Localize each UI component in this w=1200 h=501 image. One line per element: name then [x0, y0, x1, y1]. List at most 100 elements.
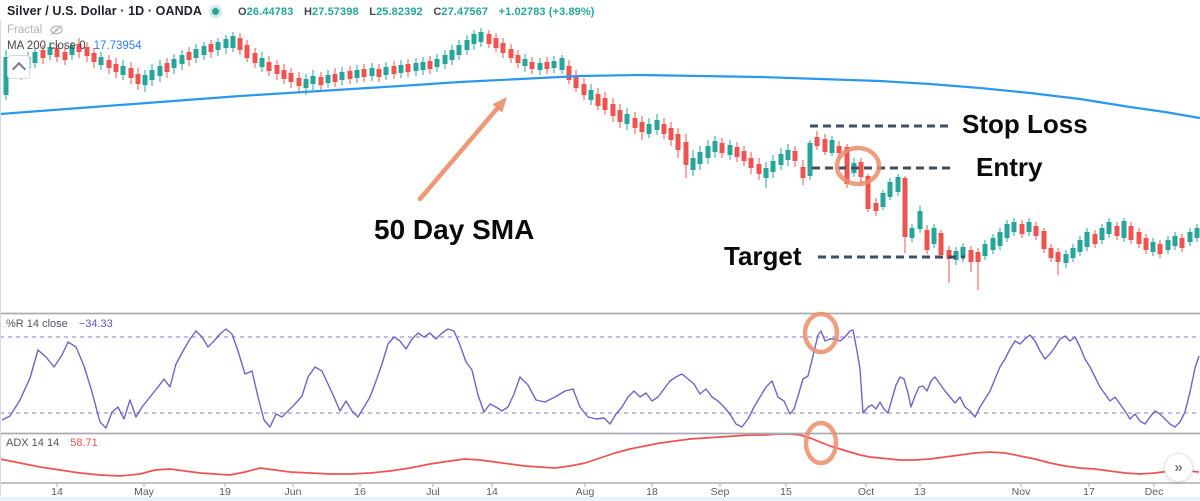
- candle-body[interactable]: [69, 46, 75, 55]
- candle-body[interactable]: [1070, 248, 1076, 258]
- candle-body[interactable]: [975, 252, 981, 262]
- candle-body[interactable]: [902, 178, 908, 237]
- candle-body[interactable]: [617, 110, 623, 122]
- candle-body[interactable]: [814, 137, 820, 146]
- candle-body[interactable]: [128, 68, 134, 78]
- candle-body[interactable]: [149, 70, 155, 80]
- candle-body[interactable]: [573, 76, 579, 88]
- candle-body[interactable]: [142, 75, 148, 85]
- candle-body[interactable]: [303, 79, 309, 88]
- candle-body[interactable]: [1055, 252, 1061, 262]
- candle-body[interactable]: [464, 40, 470, 50]
- candle-body[interactable]: [675, 134, 681, 150]
- candle-body[interactable]: [668, 128, 674, 140]
- candle-body[interactable]: [632, 118, 638, 128]
- candle-body[interactable]: [690, 158, 696, 170]
- candle-body[interactable]: [398, 65, 404, 73]
- candle-body[interactable]: [434, 59, 440, 67]
- candle-body[interactable]: [508, 49, 514, 58]
- candle-body[interactable]: [391, 66, 397, 74]
- candle-body[interactable]: [770, 161, 776, 172]
- candle-body[interactable]: [909, 228, 915, 238]
- wr-indicator-row[interactable]: %R 14 close −34.33: [6, 318, 113, 330]
- candle-body[interactable]: [748, 158, 754, 168]
- candle-body[interactable]: [32, 52, 38, 63]
- fractal-label[interactable]: Fractal: [7, 24, 43, 36]
- candle-body[interactable]: [354, 70, 360, 78]
- candle-body[interactable]: [1136, 232, 1142, 244]
- candle-body[interactable]: [1011, 222, 1017, 232]
- candle-body[interactable]: [610, 104, 616, 116]
- candle-body[interactable]: [208, 44, 214, 52]
- candle-body[interactable]: [62, 52, 68, 60]
- candle-body[interactable]: [661, 124, 667, 134]
- candle-body[interactable]: [281, 70, 287, 79]
- candle-body[interactable]: [946, 250, 952, 259]
- ma-label[interactable]: MA 200 close 0: [7, 40, 86, 52]
- target-annotation[interactable]: Target: [724, 241, 802, 271]
- candle-body[interactable]: [734, 147, 740, 157]
- candle-body[interactable]: [778, 154, 784, 165]
- candle-body[interactable]: [1179, 238, 1185, 248]
- candle-body[interactable]: [383, 67, 389, 75]
- candle-body[interactable]: [164, 63, 170, 72]
- eye-hidden-icon[interactable]: [49, 24, 64, 36]
- candle-body[interactable]: [880, 193, 886, 207]
- candle-body[interactable]: [829, 140, 835, 153]
- candle-body[interactable]: [1026, 222, 1032, 232]
- sma-annotation[interactable]: 50 Day SMA: [374, 214, 535, 245]
- candle-body[interactable]: [413, 63, 419, 71]
- candle-body[interactable]: [332, 74, 338, 82]
- candle-body[interactable]: [427, 61, 433, 69]
- candle-body[interactable]: [91, 53, 97, 62]
- candle-body[interactable]: [931, 228, 937, 244]
- candle-body[interactable]: [113, 64, 119, 72]
- wr-peak-circle[interactable]: [802, 311, 840, 355]
- candle-body[interactable]: [449, 50, 455, 60]
- candle-body[interactable]: [865, 176, 871, 209]
- candle-body[interactable]: [602, 98, 608, 110]
- entry-annotation[interactable]: Entry: [976, 152, 1043, 182]
- candle-body[interactable]: [807, 143, 813, 176]
- candle-body[interactable]: [486, 34, 492, 44]
- candle-body[interactable]: [1106, 222, 1112, 234]
- candle-body[interactable]: [456, 45, 462, 55]
- candle-body[interactable]: [339, 72, 345, 80]
- candle-body[interactable]: [559, 58, 565, 70]
- candle-body[interactable]: [1004, 224, 1010, 238]
- candle-body[interactable]: [727, 145, 733, 155]
- candle-body[interactable]: [982, 244, 988, 256]
- candle-body[interactable]: [719, 143, 725, 153]
- adx-indicator-row[interactable]: ADX 14 14 58.71: [6, 437, 98, 449]
- candle-body[interactable]: [201, 46, 207, 55]
- candle-body[interactable]: [844, 147, 850, 184]
- candle-body[interactable]: [654, 120, 660, 130]
- sma-arrow-shaft[interactable]: [417, 106, 500, 202]
- candle-body[interactable]: [1099, 228, 1105, 240]
- scroll-to-recent-button[interactable]: »: [1164, 453, 1193, 482]
- symbol-title[interactable]: Silver / U.S. Dollar · 1D · OANDA: [7, 4, 203, 18]
- candle-body[interactable]: [376, 69, 382, 77]
- candle-body[interactable]: [960, 247, 966, 257]
- candle-body[interactable]: [887, 182, 893, 197]
- entry-candle-circle[interactable]: [834, 145, 882, 187]
- candle-body[interactable]: [1114, 226, 1120, 236]
- candle-body[interactable]: [1041, 231, 1047, 249]
- candle-body[interactable]: [756, 164, 762, 174]
- candle-body[interactable]: [639, 122, 645, 132]
- candle-body[interactable]: [646, 124, 652, 134]
- candle-body[interactable]: [792, 151, 798, 161]
- candle-body[interactable]: [296, 78, 302, 86]
- candle-body[interactable]: [230, 36, 236, 48]
- candle-body[interactable]: [917, 211, 923, 229]
- candle-body[interactable]: [624, 114, 630, 124]
- candle-body[interactable]: [581, 84, 587, 95]
- candle-body[interactable]: [1084, 232, 1090, 247]
- candle-body[interactable]: [588, 90, 594, 100]
- candle-body[interactable]: [171, 59, 177, 68]
- symbol-header[interactable]: Silver / U.S. Dollar · 1D · OANDA O26.44…: [7, 4, 595, 18]
- stop-loss-annotation[interactable]: Stop Loss: [962, 109, 1088, 139]
- candle-body[interactable]: [325, 75, 331, 83]
- candle-body[interactable]: [244, 45, 250, 58]
